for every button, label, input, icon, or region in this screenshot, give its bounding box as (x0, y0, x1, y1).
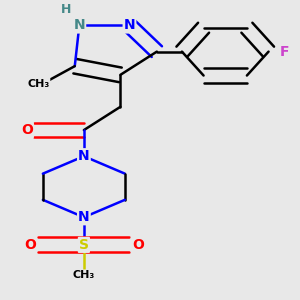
Text: CH₃: CH₃ (73, 270, 95, 280)
Text: O: O (24, 238, 36, 252)
Text: H: H (61, 3, 71, 16)
Text: O: O (132, 238, 144, 252)
Text: CH₃: CH₃ (27, 79, 50, 88)
Text: N: N (124, 19, 135, 32)
Text: O: O (21, 123, 33, 137)
Text: N: N (78, 149, 90, 163)
Text: N: N (74, 19, 85, 32)
Text: F: F (280, 45, 289, 58)
Text: S: S (79, 238, 89, 252)
Text: N: N (78, 210, 90, 224)
